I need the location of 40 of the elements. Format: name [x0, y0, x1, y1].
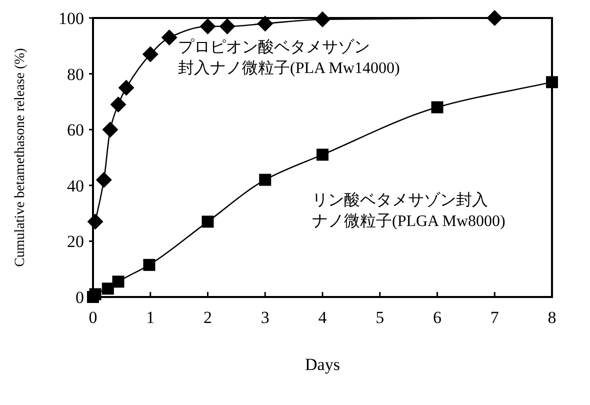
point [102, 282, 114, 295]
y-tick-label: 0 [76, 288, 84, 307]
point [257, 16, 274, 32]
x-tick-label: 1 [146, 308, 155, 327]
point [118, 80, 134, 96]
point [102, 122, 118, 138]
y-tick-label: 80 [67, 64, 84, 84]
y-tick-label: 40 [67, 176, 84, 196]
point [259, 174, 272, 186]
point [486, 10, 503, 26]
x-tick-label: 6 [433, 308, 442, 327]
point [200, 18, 216, 34]
x-axis-title: Days [305, 355, 340, 374]
x-tick-label: 7 [490, 308, 500, 327]
point [96, 172, 112, 188]
point [110, 96, 126, 112]
point [219, 18, 236, 34]
point [546, 76, 558, 88]
point [89, 288, 102, 300]
point [431, 101, 444, 114]
x-tick-label: 3 [260, 308, 270, 327]
x-tick-label: 4 [318, 308, 328, 327]
series-label: リン酸ベタメサゾン封入ナノ微粒子(PLGA Mw8000) [312, 191, 506, 230]
y-tick-label: 20 [67, 232, 84, 252]
point [202, 216, 214, 228]
point [316, 148, 328, 161]
point [87, 214, 104, 230]
x-tick-label: 2 [204, 308, 212, 327]
x-tick-label: 5 [376, 308, 384, 327]
x-tick-label: 0 [88, 308, 98, 327]
y-tick-label: 60 [67, 120, 84, 140]
point [143, 258, 156, 271]
x-tick-label: 8 [548, 308, 556, 327]
point [161, 30, 178, 46]
y-axis-title: Cumulative betamethasone release (%) [13, 48, 28, 267]
point [112, 276, 124, 288]
series-label: プロピオン酸ベタメサゾン封入ナノ微粒子(PLA Mw14000) [178, 38, 400, 77]
point [142, 46, 158, 62]
y-tick-label: 100 [58, 9, 84, 28]
point [314, 11, 330, 28]
